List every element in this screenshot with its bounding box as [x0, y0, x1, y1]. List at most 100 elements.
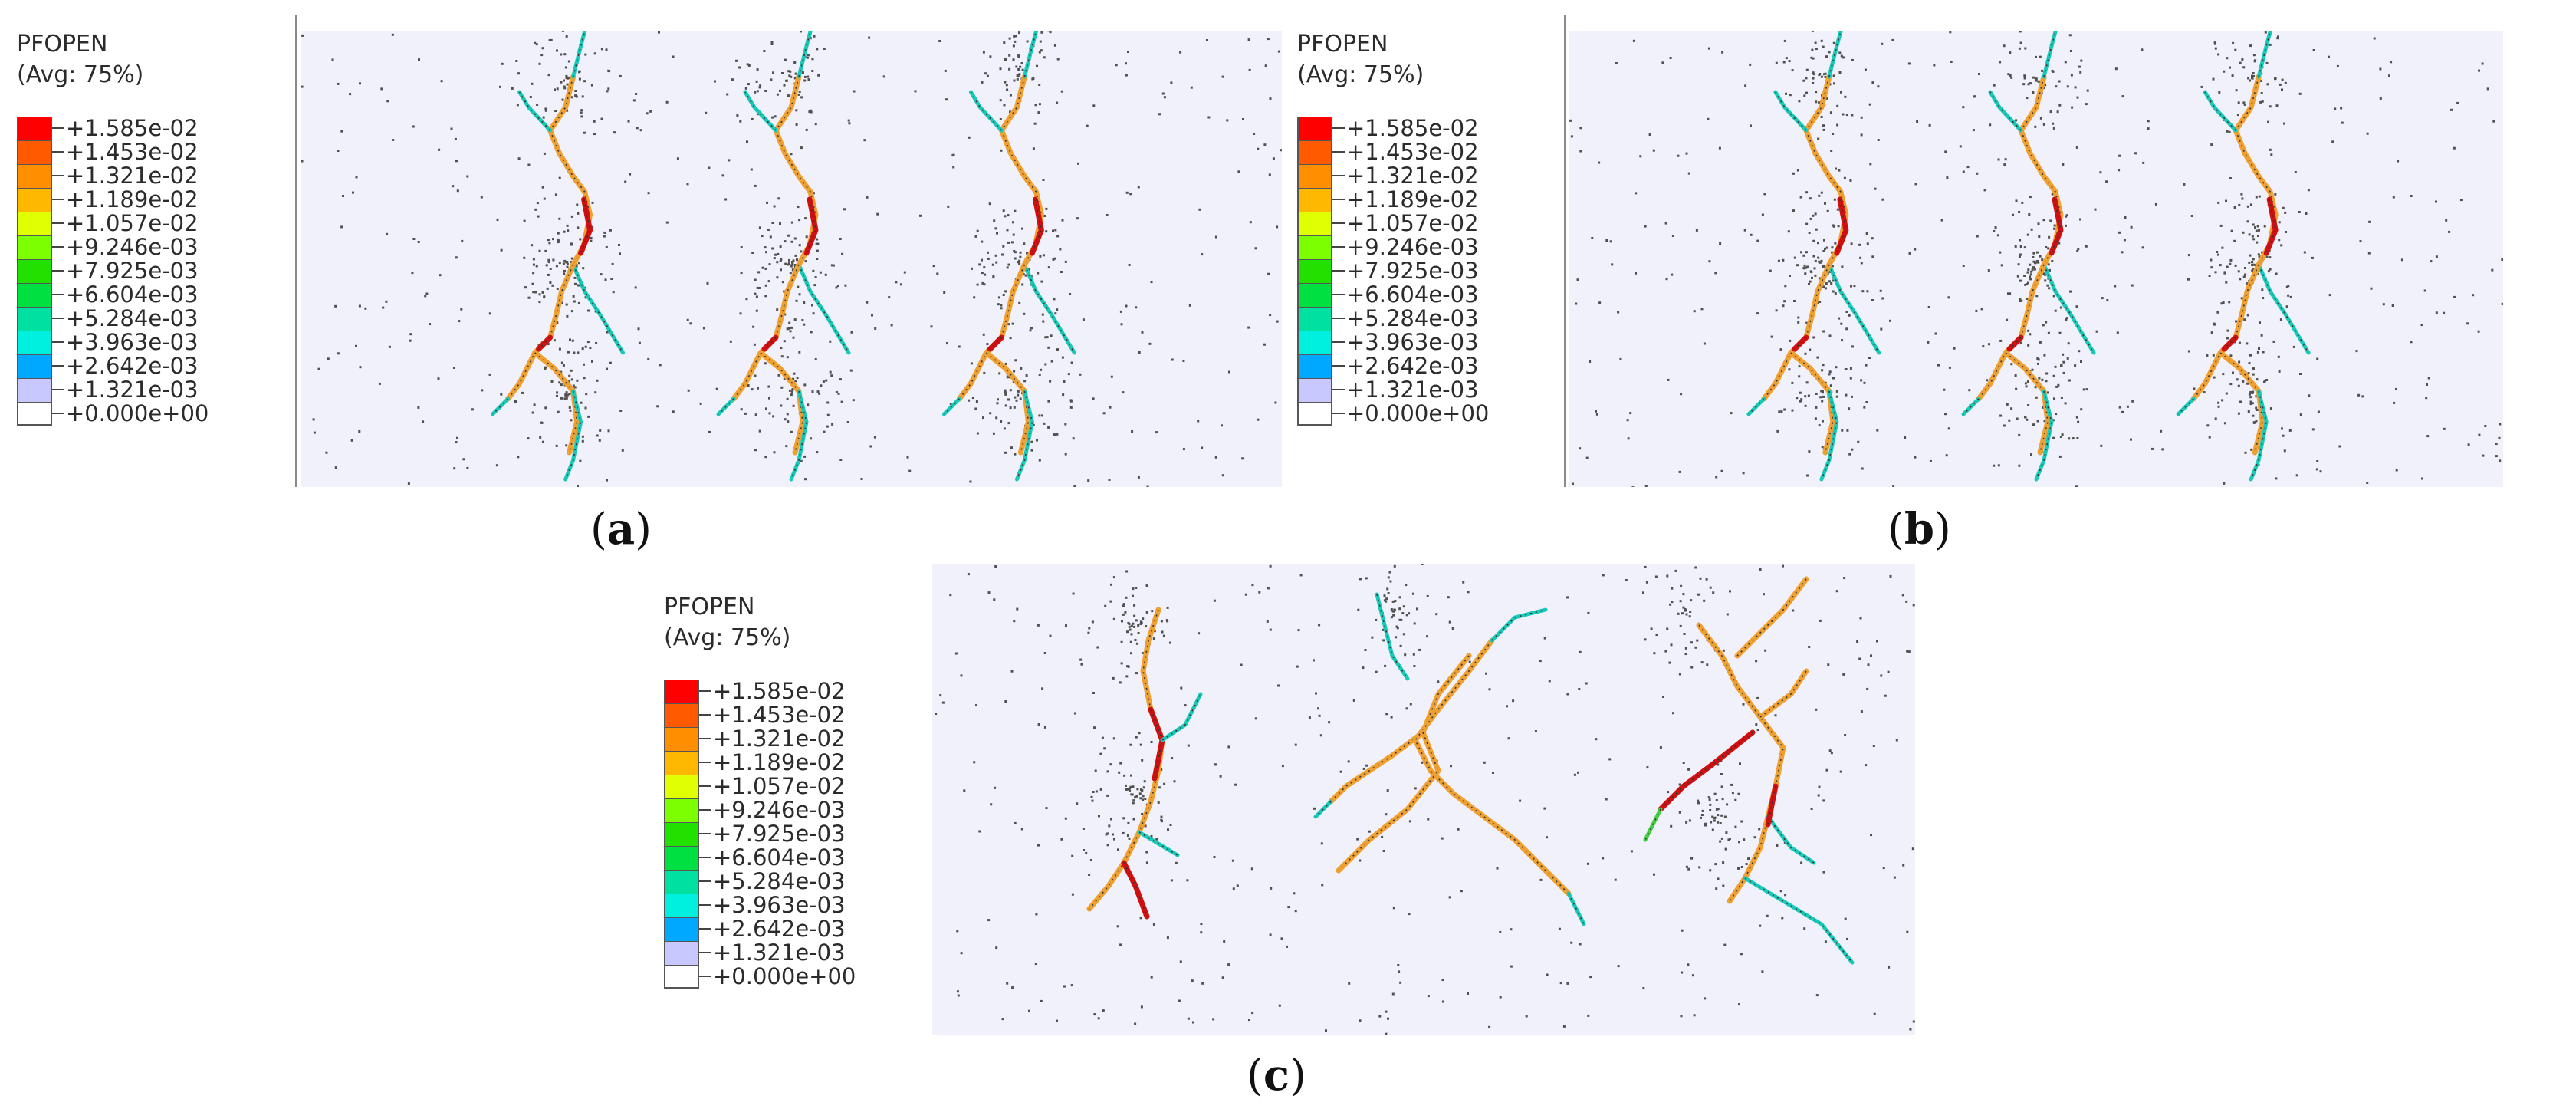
crack-segment: [1160, 692, 1203, 742]
crack-segment: [571, 31, 587, 79]
caption-c: (c): [1247, 1050, 1306, 1101]
legend-tick: [699, 714, 711, 716]
legend-label: +1.321e-03: [713, 940, 846, 966]
legend-label: +1.453e-02: [66, 139, 199, 165]
legend-swatch: [664, 798, 699, 822]
crack-segment: [1375, 592, 1410, 681]
legend-label: +6.604e-03: [66, 281, 199, 308]
legend-label: +1.585e-02: [66, 115, 199, 141]
legend-swatch: [17, 378, 52, 402]
legend-subtitle: (Avg: 75%): [17, 61, 144, 88]
legend-label: +2.642e-03: [713, 916, 846, 942]
legend-tick: [1332, 151, 1345, 153]
crack-segment: [757, 350, 806, 456]
legend-swatch: [664, 846, 699, 870]
legend-label: +9.246e-03: [1346, 234, 1479, 260]
legend-label: +1.321e-02: [1346, 163, 1479, 189]
legend-swatch: [1297, 259, 1332, 283]
legend-label: +0.000e+00: [713, 963, 856, 989]
legend-tick: [699, 880, 711, 882]
legend-label: +7.925e-03: [713, 821, 846, 847]
crack-segment: [578, 196, 593, 256]
legend-swatch: [664, 751, 699, 775]
legend-tick: [1332, 127, 1345, 129]
legend-swatch: [1297, 140, 1332, 164]
legend-swatch: [17, 188, 52, 212]
legend-tick: [52, 127, 64, 129]
legend-label: +0.000e+00: [66, 400, 209, 426]
legend-label: +5.284e-03: [713, 868, 846, 894]
crack-segment: [2042, 31, 2058, 79]
legend-label: +1.585e-02: [713, 678, 846, 704]
legend-label: +3.963e-03: [66, 329, 199, 355]
legend-tick: [52, 270, 64, 272]
legend-label: +1.453e-02: [713, 702, 846, 728]
divider: [1564, 15, 1566, 487]
legend-label: +3.963e-03: [1346, 329, 1479, 355]
legend-swatch: [17, 354, 52, 378]
legend-swatch: [664, 775, 699, 798]
legend-title: PFOPEN: [664, 594, 755, 620]
crack-plot-b: [1569, 31, 2503, 487]
crack-segment: [2049, 196, 2064, 256]
legend-swatch: [664, 870, 699, 894]
legend-swatch: [1297, 307, 1332, 331]
caption-b: (b): [1888, 504, 1951, 555]
crack-segment: [1022, 31, 1039, 79]
legend-title: PFOPEN: [1297, 31, 1388, 58]
legend-tick: [52, 199, 64, 200]
legend-swatch: [664, 941, 699, 965]
legend-label: +0.000e+00: [1346, 400, 1490, 426]
crack-segment: [1792, 334, 1809, 352]
crack-segment: [1757, 668, 1809, 720]
crack-segment: [1988, 90, 2023, 133]
crack-segment: [773, 74, 819, 268]
crack-segment: [2203, 90, 2238, 133]
legend-tick: [52, 413, 64, 414]
legend-label: +1.453e-02: [1346, 139, 1479, 165]
legend-swatch: [1297, 164, 1332, 188]
legend-tick: [52, 294, 64, 295]
legend-label: +6.604e-03: [713, 844, 846, 871]
legend-swatch: [1297, 212, 1332, 235]
crack-segment: [536, 334, 554, 352]
legend-subtitle: (Avg: 75%): [1297, 61, 1424, 88]
legend-tick: [699, 785, 711, 787]
legend-swatch: [664, 917, 699, 941]
legend-swatch: [664, 965, 699, 989]
crack-segment: [1658, 729, 1756, 812]
legend-tick: [699, 738, 711, 739]
crack-segment: [2233, 74, 2279, 268]
legend-tick: [52, 222, 64, 224]
legend-label: +1.321e-02: [66, 163, 199, 189]
legend-swatch: [1297, 117, 1332, 140]
legend-tick: [1332, 294, 1345, 295]
crack-segment: [1788, 350, 1836, 456]
legend-tick: [52, 341, 64, 343]
legend-swatch: [17, 235, 52, 259]
legend-swatch: [17, 140, 52, 164]
legend-tick: [1332, 389, 1345, 390]
crack-segment: [1734, 576, 1809, 659]
legend-label: +1.321e-03: [1346, 377, 1479, 403]
legend-tick: [699, 952, 711, 953]
crack-segment: [1121, 860, 1150, 920]
legend-tick: [1332, 413, 1345, 414]
legend-swatch: [17, 307, 52, 331]
viewport-b: [1569, 31, 2503, 487]
legend-tick: [1332, 199, 1345, 200]
legend-label: +1.321e-02: [713, 726, 846, 752]
legend-tick: [1332, 222, 1345, 224]
crack-segment: [743, 90, 778, 133]
legend-tick: [52, 246, 64, 248]
legend-swatch: [17, 259, 52, 283]
legend-swatch: [1297, 235, 1332, 259]
legend-swatch: [664, 703, 699, 727]
legend-tick: [1332, 270, 1345, 272]
crack-segment: [547, 74, 593, 268]
legend-subtitle: (Avg: 75%): [664, 624, 791, 651]
legend-swatch: [1297, 378, 1332, 402]
crack-segment: [1766, 815, 1816, 865]
legend-tick: [699, 690, 711, 692]
legend-tick: [52, 389, 64, 390]
